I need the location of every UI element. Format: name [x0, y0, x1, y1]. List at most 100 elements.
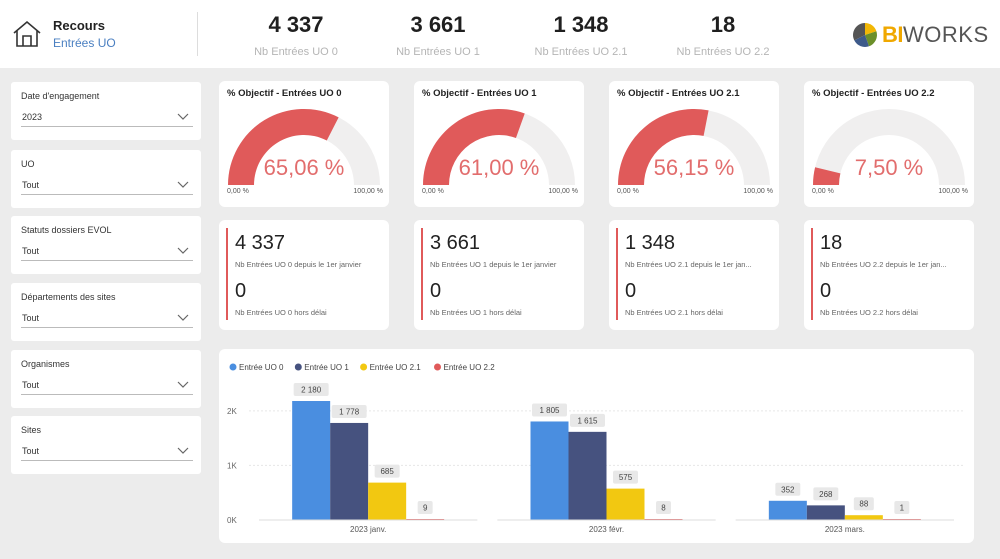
- kpi-value: 1 348: [553, 12, 609, 37]
- data-label: 9: [417, 501, 433, 514]
- data-label-text: 685: [380, 467, 394, 476]
- bar-chart-svg: Entrée UO 0 Entrée UO 1 Entrée UO 2.1 Entré…: [227, 363, 964, 534]
- gauge-min-label: 0,00 %: [617, 188, 639, 195]
- header-kpi-uo1: 3 661 Nb Entrées UO 1: [368, 12, 508, 58]
- gauge-value: 56,15 %: [653, 155, 735, 180]
- gauge-card-uo1[interactable]: % Objectif - Entrées UO 1 61,00 % 0,00 %…: [414, 81, 584, 207]
- data-label: 268: [813, 487, 839, 501]
- gauge-min-label: 0,00 %: [227, 188, 249, 195]
- filter-sites: Sites Tout: [11, 416, 201, 474]
- kpi-card-uo21[interactable]: 1 348 Nb Entrées UO 2.1 depuis le 1er ja…: [609, 220, 779, 330]
- filter-label: Sites: [21, 425, 42, 435]
- kpi-accent-bar: [226, 228, 228, 320]
- legend-item[interactable]: Entrée UO 2.1: [360, 363, 421, 372]
- bar[interactable]: [292, 401, 331, 520]
- data-label-text: 1 805: [539, 406, 560, 415]
- filter-statuts-dossiers: Statuts dossiers EVOL Tout: [11, 216, 201, 274]
- filter-label: Départements des sites: [21, 292, 116, 302]
- data-label-text: 1 615: [577, 416, 598, 425]
- data-label-text: 1 778: [339, 407, 360, 416]
- gauge-max-label: 100,00 %: [548, 188, 578, 195]
- bar[interactable]: [806, 505, 845, 520]
- gauge-max-label: 100,00 %: [743, 188, 773, 195]
- logo-text-works: WORKS: [903, 22, 989, 47]
- legend-label: Entrée UO 2.2: [444, 363, 496, 372]
- filter-dropdown[interactable]: Tout: [21, 375, 193, 395]
- filter-organismes: Organismes Tout: [11, 350, 201, 408]
- filter-value: Tout: [22, 380, 40, 390]
- gauge-max-label: 100,00 %: [353, 188, 383, 195]
- kpi-card-late-value: 0: [625, 280, 637, 302]
- legend-item[interactable]: Entrée UO 2.2: [434, 363, 495, 372]
- bar[interactable]: [368, 482, 407, 520]
- kpi-card-uo0[interactable]: 4 337 Nb Entrées UO 0 depuis le 1er janv…: [219, 220, 389, 330]
- data-label: 1 615: [570, 413, 605, 427]
- header-bar: Recours Entrées UO 4 337 Nb Entrées UO 0…: [0, 0, 1000, 68]
- bar[interactable]: [768, 500, 807, 520]
- kpi-value: 18: [710, 12, 736, 37]
- bar[interactable]: [568, 431, 607, 520]
- data-label-bg: [570, 413, 605, 427]
- monthly-entries-chart[interactable]: Entrée UO 0 Entrée UO 1 Entrée UO 2.1 Entré…: [219, 349, 974, 543]
- bar[interactable]: [330, 422, 369, 520]
- gauge-chart: [423, 108, 575, 185]
- kpi-label: Nb Entrées UO 1: [396, 46, 480, 58]
- legend-swatch: [434, 363, 441, 371]
- header-kpi-uo21: 1 348 Nb Entrées UO 2.1: [511, 12, 651, 58]
- bar[interactable]: [844, 515, 883, 520]
- kpi-card-late-value: 0: [235, 280, 247, 302]
- data-label-bg: [374, 464, 400, 478]
- filter-dropdown[interactable]: Tout: [21, 175, 193, 195]
- x-tick-label: 2023 mars.: [825, 525, 865, 534]
- gauge-min-label: 0,00 %: [812, 188, 834, 195]
- gauge-title: % Objectif - Entrées UO 2.1: [617, 88, 740, 99]
- kpi-card-late-value: 0: [820, 280, 832, 302]
- data-label: 575: [613, 470, 638, 484]
- legend-item[interactable]: Entrée UO 0: [229, 363, 285, 372]
- kpi-card-uo22[interactable]: 18 Nb Entrées UO 2.2 depuis le 1er jan..…: [804, 220, 974, 330]
- filter-dropdown[interactable]: Tout: [21, 308, 193, 328]
- data-label-text: 8: [661, 504, 666, 513]
- filter-label: Organismes: [21, 359, 70, 369]
- gauge-card-uo0[interactable]: % Objectif - Entrées UO 0 65,06 % 0,00 %…: [219, 81, 389, 207]
- kpi-card-value: 18: [820, 232, 843, 254]
- data-label-bg: [417, 501, 433, 514]
- filter-label: Statuts dossiers EVOL: [21, 225, 112, 235]
- filter-dropdown[interactable]: Tout: [21, 241, 193, 261]
- gauge-title: % Objectif - Entrées UO 0: [227, 88, 342, 99]
- filter-dropdown[interactable]: Tout: [21, 441, 193, 461]
- data-label-text: 575: [619, 473, 633, 482]
- logo-mark-icon: [853, 23, 877, 47]
- data-label-bg: [894, 501, 910, 514]
- kpi-card-value: 1 348: [625, 232, 676, 254]
- gauge-max-label: 100,00 %: [938, 188, 968, 195]
- chevron-down-icon: [177, 314, 189, 321]
- y-tick-label: 2K: [227, 407, 237, 416]
- kpi-card-late-label: Nb Entrées UO 2.1 hors délai: [625, 308, 723, 317]
- gauge-card-uo22[interactable]: % Objectif - Entrées UO 2.2 7,50 % 0,00 …: [804, 81, 974, 207]
- data-label-text: 88: [859, 500, 868, 509]
- filter-value: Tout: [22, 446, 40, 456]
- page-title: Recours: [53, 18, 106, 33]
- bar[interactable]: [530, 421, 569, 520]
- data-label: 88: [853, 497, 874, 511]
- gauge-value: 65,06 %: [263, 155, 345, 180]
- kpi-value: 3 661: [410, 12, 466, 37]
- data-label-bg: [532, 403, 567, 417]
- gauge-card-uo21[interactable]: % Objectif - Entrées UO 2.1 56,15 % 0,00…: [609, 81, 779, 207]
- bar[interactable]: [606, 488, 645, 520]
- page-subtitle: Entrées UO: [53, 36, 116, 50]
- kpi-card-uo1[interactable]: 3 661 Nb Entrées UO 1 depuis le 1er janv…: [414, 220, 584, 330]
- kpi-card-label: Nb Entrées UO 1 depuis le 1er janvier: [430, 260, 557, 269]
- filter-dropdown[interactable]: 2023: [21, 107, 193, 127]
- legend-item[interactable]: Entrée UO 1: [294, 363, 350, 372]
- data-label-bg: [775, 482, 801, 496]
- biworks-logo: BI WORKS: [852, 20, 989, 50]
- legend-swatch: [294, 363, 302, 371]
- y-tick-label: 0K: [227, 516, 237, 525]
- filter-departements: Départements des sites Tout: [11, 283, 201, 341]
- gauge-chart: [813, 109, 965, 185]
- home-icon[interactable]: [12, 20, 42, 48]
- kpi-card-label: Nb Entrées UO 0 depuis le 1er janvier: [235, 260, 362, 269]
- kpi-card-late-value: 0: [430, 280, 442, 302]
